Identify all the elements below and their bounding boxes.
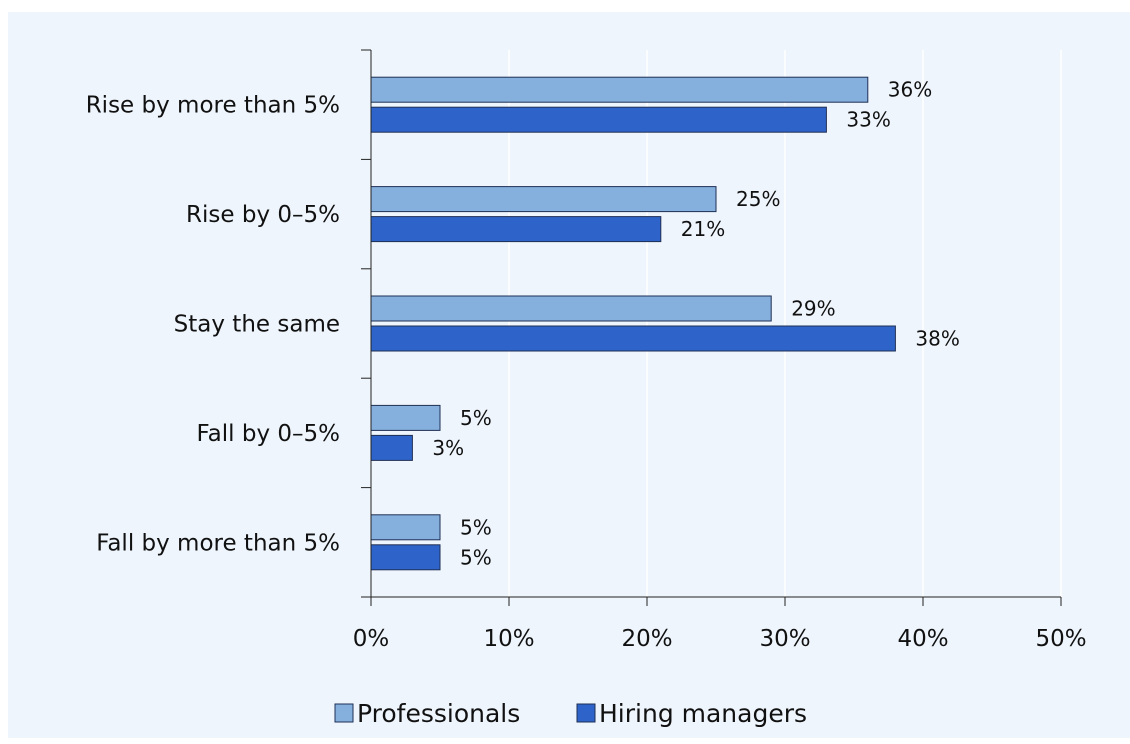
bar	[371, 187, 716, 212]
data-label: 38%	[915, 327, 959, 351]
data-label: 5%	[460, 545, 492, 569]
legend-label: Hiring managers	[599, 699, 807, 728]
bar	[371, 107, 826, 132]
bar	[371, 296, 771, 321]
data-label: 29%	[791, 297, 835, 321]
category-label: Rise by more than 5%	[86, 93, 340, 119]
bar	[371, 435, 412, 460]
category-label: Fall by more than 5%	[96, 530, 340, 556]
bar	[371, 326, 895, 351]
legend-swatch	[577, 704, 595, 722]
data-label: 3%	[432, 436, 464, 460]
bar	[371, 405, 440, 430]
data-label: 5%	[460, 515, 492, 539]
category-label: Stay the same	[174, 312, 340, 338]
bar	[371, 77, 868, 102]
data-label: 25%	[736, 187, 780, 211]
x-tick-label: 30%	[759, 626, 810, 652]
x-tick-label: 10%	[483, 626, 534, 652]
legend-label: Professionals	[357, 699, 520, 728]
category-label: Fall by 0–5%	[197, 421, 340, 447]
bar	[371, 545, 440, 570]
category-label: Rise by 0–5%	[186, 202, 340, 228]
x-tick-label: 0%	[353, 626, 390, 652]
bar	[371, 515, 440, 540]
x-tick-label: 40%	[897, 626, 948, 652]
legend-swatch	[335, 704, 353, 722]
data-label: 33%	[846, 108, 890, 132]
bar	[371, 217, 661, 242]
x-tick-label: 20%	[621, 626, 672, 652]
x-tick-label: 50%	[1035, 626, 1086, 652]
data-label: 21%	[681, 217, 725, 241]
data-label: 36%	[888, 78, 932, 102]
data-label: 5%	[460, 406, 492, 430]
